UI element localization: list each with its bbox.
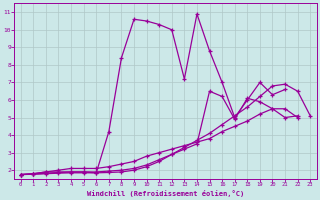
X-axis label: Windchill (Refroidissement éolien,°C): Windchill (Refroidissement éolien,°C) <box>87 190 244 197</box>
